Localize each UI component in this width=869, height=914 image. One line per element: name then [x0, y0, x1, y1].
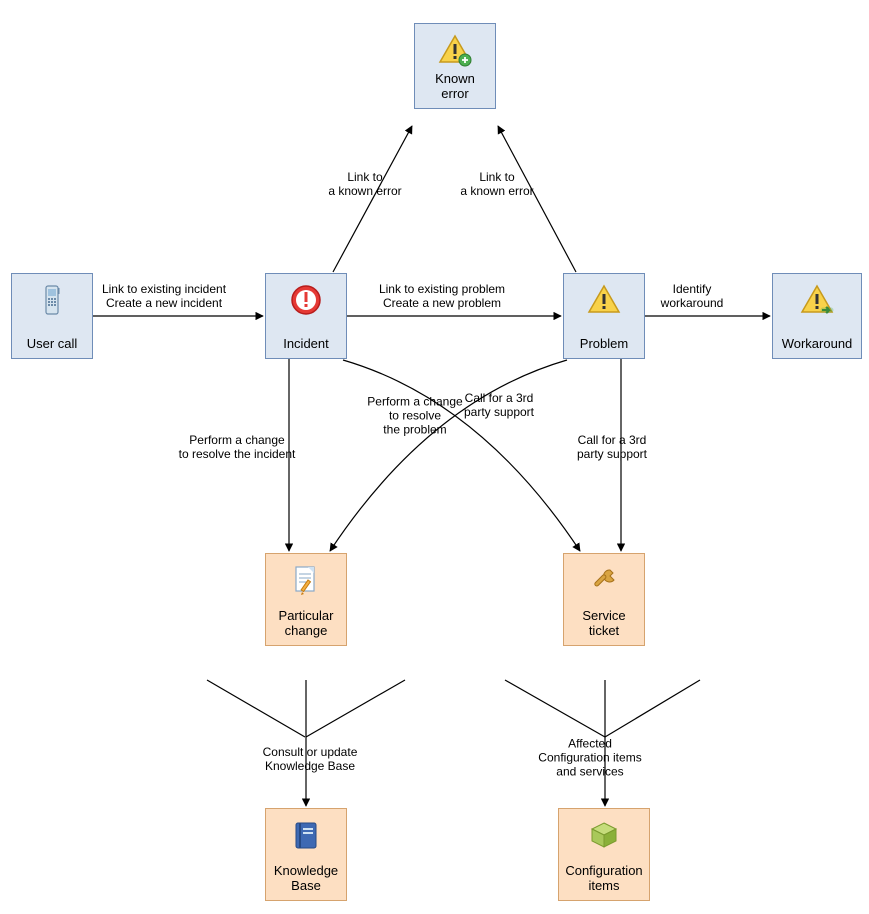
warning_go-icon: [799, 282, 835, 322]
alert_circle-icon: [288, 282, 324, 322]
node-label: Incident: [283, 337, 329, 352]
edge-label: Link to a known error: [460, 171, 533, 199]
edge: [343, 360, 580, 551]
node-label: Knowledge Base: [274, 864, 338, 894]
edge-label: Consult or update Knowledge Base: [263, 746, 358, 774]
edge-label: Affected Configuration items and service…: [538, 737, 641, 778]
book-icon: [288, 817, 324, 857]
node-label: Configuration items: [565, 864, 642, 894]
wrench-icon: [586, 562, 622, 602]
node-incident: Incident: [265, 273, 347, 359]
node-label: Service ticket: [582, 609, 625, 639]
flowchart-canvas: [0, 0, 869, 914]
node-user_call: User call: [11, 273, 93, 359]
edge-label: Identify workaround: [661, 283, 724, 311]
edge-label: Link to existing problem Create a new pr…: [379, 283, 505, 311]
edge: [605, 680, 700, 737]
cube-icon: [586, 817, 622, 857]
node-service: Service ticket: [563, 553, 645, 646]
node-problem: Problem: [563, 273, 645, 359]
edge-label: Call for a 3rd party support: [577, 434, 647, 462]
edge-label: Link to a known error: [328, 171, 401, 199]
edge: [505, 680, 605, 737]
phone-icon: [34, 282, 70, 322]
edge-label: Perform a change to resolve the incident: [179, 434, 296, 462]
edge: [306, 680, 405, 737]
node-label: User call: [27, 337, 78, 352]
warning_plus-icon: [437, 32, 473, 72]
edge: [498, 126, 576, 272]
edge: [330, 360, 567, 551]
node-config: Configuration items: [558, 808, 650, 901]
node-label: Workaround: [782, 337, 853, 352]
edge: [207, 680, 305, 737]
edge: [333, 126, 412, 272]
node-kb: Knowledge Base: [265, 808, 347, 901]
node-label: Known error: [435, 72, 475, 102]
node-known_error: Known error: [414, 23, 496, 109]
node-label: Particular change: [279, 609, 334, 639]
doc_edit-icon: [288, 562, 324, 602]
node-label: Problem: [580, 337, 628, 352]
edge-label: Call for a 3rd party support: [464, 392, 534, 420]
warning-icon: [586, 282, 622, 322]
edge-label: Link to existing incident Create a new i…: [102, 283, 226, 311]
node-workaround: Workaround: [772, 273, 862, 359]
edge-label: Perform a change to resolve the problem: [367, 395, 462, 436]
node-particular: Particular change: [265, 553, 347, 646]
